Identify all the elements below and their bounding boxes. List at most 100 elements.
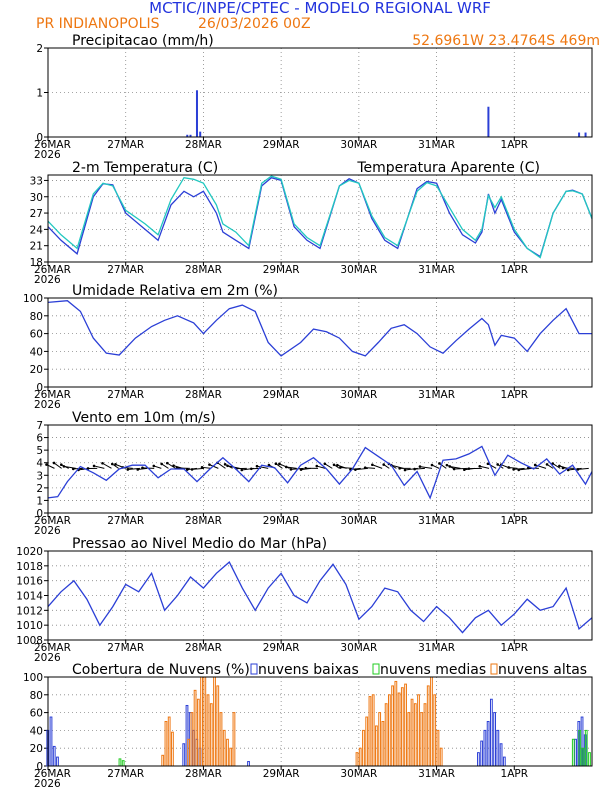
pressure-xtick-label: 26MAR — [34, 642, 71, 654]
cloud-bar-2 — [171, 731, 174, 767]
clouds-title: Cobertura de Nuvens (%) — [72, 662, 250, 678]
wind-arrow-head — [533, 463, 537, 467]
cloud-bar-2 — [413, 703, 417, 767]
clouds-xtick-label: 1APR — [501, 768, 529, 780]
wind-arrow-head — [576, 468, 580, 471]
cloud-bar-2 — [355, 752, 359, 767]
cloud-bar-0 — [477, 752, 480, 767]
header-station: PR INDIANOPOLIS — [36, 16, 160, 32]
cloud-bar-2 — [196, 698, 200, 767]
wind-arrow — [201, 466, 212, 469]
wind-arrow — [454, 467, 468, 470]
cloud-bar-2 — [190, 712, 194, 767]
temp-title: 2-m Temperatura (C) — [72, 160, 218, 176]
precip-bar — [199, 131, 202, 137]
cloud-bar-2 — [358, 747, 362, 767]
rh-xtick-sublabel: 2026 — [34, 399, 61, 411]
rh-ytick-label: 60 — [30, 329, 43, 341]
cloud-bar-0 — [496, 729, 500, 767]
wind-arrow-head — [496, 463, 499, 466]
wind-xtick-label: 31MAR — [418, 515, 455, 527]
wind-arrow-head — [332, 463, 336, 467]
cloud-bar-2 — [394, 680, 398, 767]
temp-ytick-label: 24 — [30, 224, 44, 236]
temp-ytick-label: 33 — [30, 175, 43, 187]
wind-xtick-sublabel: 2026 — [34, 525, 61, 537]
rh-xtick-label: 30MAR — [340, 389, 377, 401]
wind-xtick-label: 29MAR — [263, 515, 300, 527]
clouds-ytick-label: 80 — [30, 690, 43, 702]
wind-arrow-head — [226, 464, 229, 468]
wind-arrow — [324, 463, 333, 469]
wind-xtick-label: 28MAR — [185, 515, 222, 527]
temp-xtick-label: 27MAR — [107, 264, 144, 276]
header-run: 26/03/2026 00Z — [198, 16, 311, 32]
wind-arrow — [102, 462, 112, 469]
cloud-bar-2 — [375, 725, 378, 767]
cloud-legend-swatch — [250, 663, 258, 675]
precip-xtick-label: 1APR — [501, 139, 529, 151]
wind-arrow — [161, 463, 169, 469]
precip-xtick-label: 29MAR — [263, 139, 300, 151]
wind-arrow — [217, 462, 226, 469]
wind-arrow-head — [165, 461, 169, 465]
pressure-ytick-label: 1018 — [16, 561, 43, 573]
wind-arrow-head — [185, 468, 189, 471]
wind-xtick-label: 26MAR — [34, 515, 71, 527]
wind-arrow-head — [62, 465, 66, 468]
cloud-bar-2 — [219, 712, 223, 767]
wind-arrow-head — [101, 461, 104, 465]
wind-arrow-head — [323, 462, 327, 466]
wind-arrow-head — [71, 467, 75, 471]
wind-arrow-head — [558, 464, 561, 468]
cloud-bar-2 — [229, 747, 233, 767]
cloud-bar-0 — [49, 716, 53, 767]
wind-arrow-head — [299, 468, 303, 471]
cloud-bar-2 — [381, 721, 385, 767]
pressure-title: Pressao ao Nivel Medio do Mar (hPa) — [72, 536, 327, 552]
wind-arrow-head — [413, 467, 416, 471]
cloud-bar-2 — [426, 685, 430, 767]
cloud-legend-swatch — [490, 663, 498, 675]
cloud-bar-2 — [420, 712, 424, 767]
wind-arrow — [535, 464, 547, 469]
wind-arrow-head — [126, 468, 130, 471]
wind-xtick-label: 27MAR — [107, 515, 144, 527]
cloud-bar-2 — [387, 694, 391, 767]
wind-arrow-head — [278, 462, 281, 466]
wind-ytick-label: 5 — [36, 445, 43, 457]
wind-arrow-head — [267, 463, 271, 467]
cloud-bar-2 — [384, 703, 388, 767]
temp-xtick-label: 1APR — [501, 264, 529, 276]
wind-arrow-head — [445, 463, 449, 467]
wind-arrow-head — [110, 462, 114, 466]
temp-xtick-label: 26MAR — [34, 264, 71, 276]
wind-arrow-head — [551, 462, 555, 465]
precip-ytick-label: 0 — [36, 132, 43, 144]
temp-legend: Temperatura Aparente (C) — [356, 160, 540, 176]
pressure-ytick-label: 1014 — [16, 591, 43, 603]
wind-ytick-label: 4 — [36, 458, 43, 470]
wind-arrow — [53, 462, 62, 469]
pressure-xtick-label: 31MAR — [418, 642, 455, 654]
wind-xtick-label: 1APR — [501, 515, 529, 527]
temp-ytick-label: 27 — [30, 208, 43, 220]
cloud-bar-0 — [502, 756, 506, 767]
clouds-frame — [47, 676, 593, 767]
wind-arrow — [508, 466, 518, 469]
pressure-series-line — [47, 561, 593, 634]
cloud-bar-2 — [365, 716, 369, 767]
cloud-bar-2 — [216, 685, 220, 767]
wind-ytick-label: 2 — [36, 483, 43, 495]
wind-arrow — [577, 467, 589, 470]
wind-arrow-head — [86, 467, 90, 470]
wind-arrow-head — [289, 468, 293, 471]
cloud-bar-2 — [407, 712, 411, 767]
precip-bar — [487, 106, 490, 137]
wind-arrow — [167, 462, 176, 469]
cloud-bar-2 — [371, 694, 375, 767]
cloud-bar-2 — [187, 738, 191, 767]
